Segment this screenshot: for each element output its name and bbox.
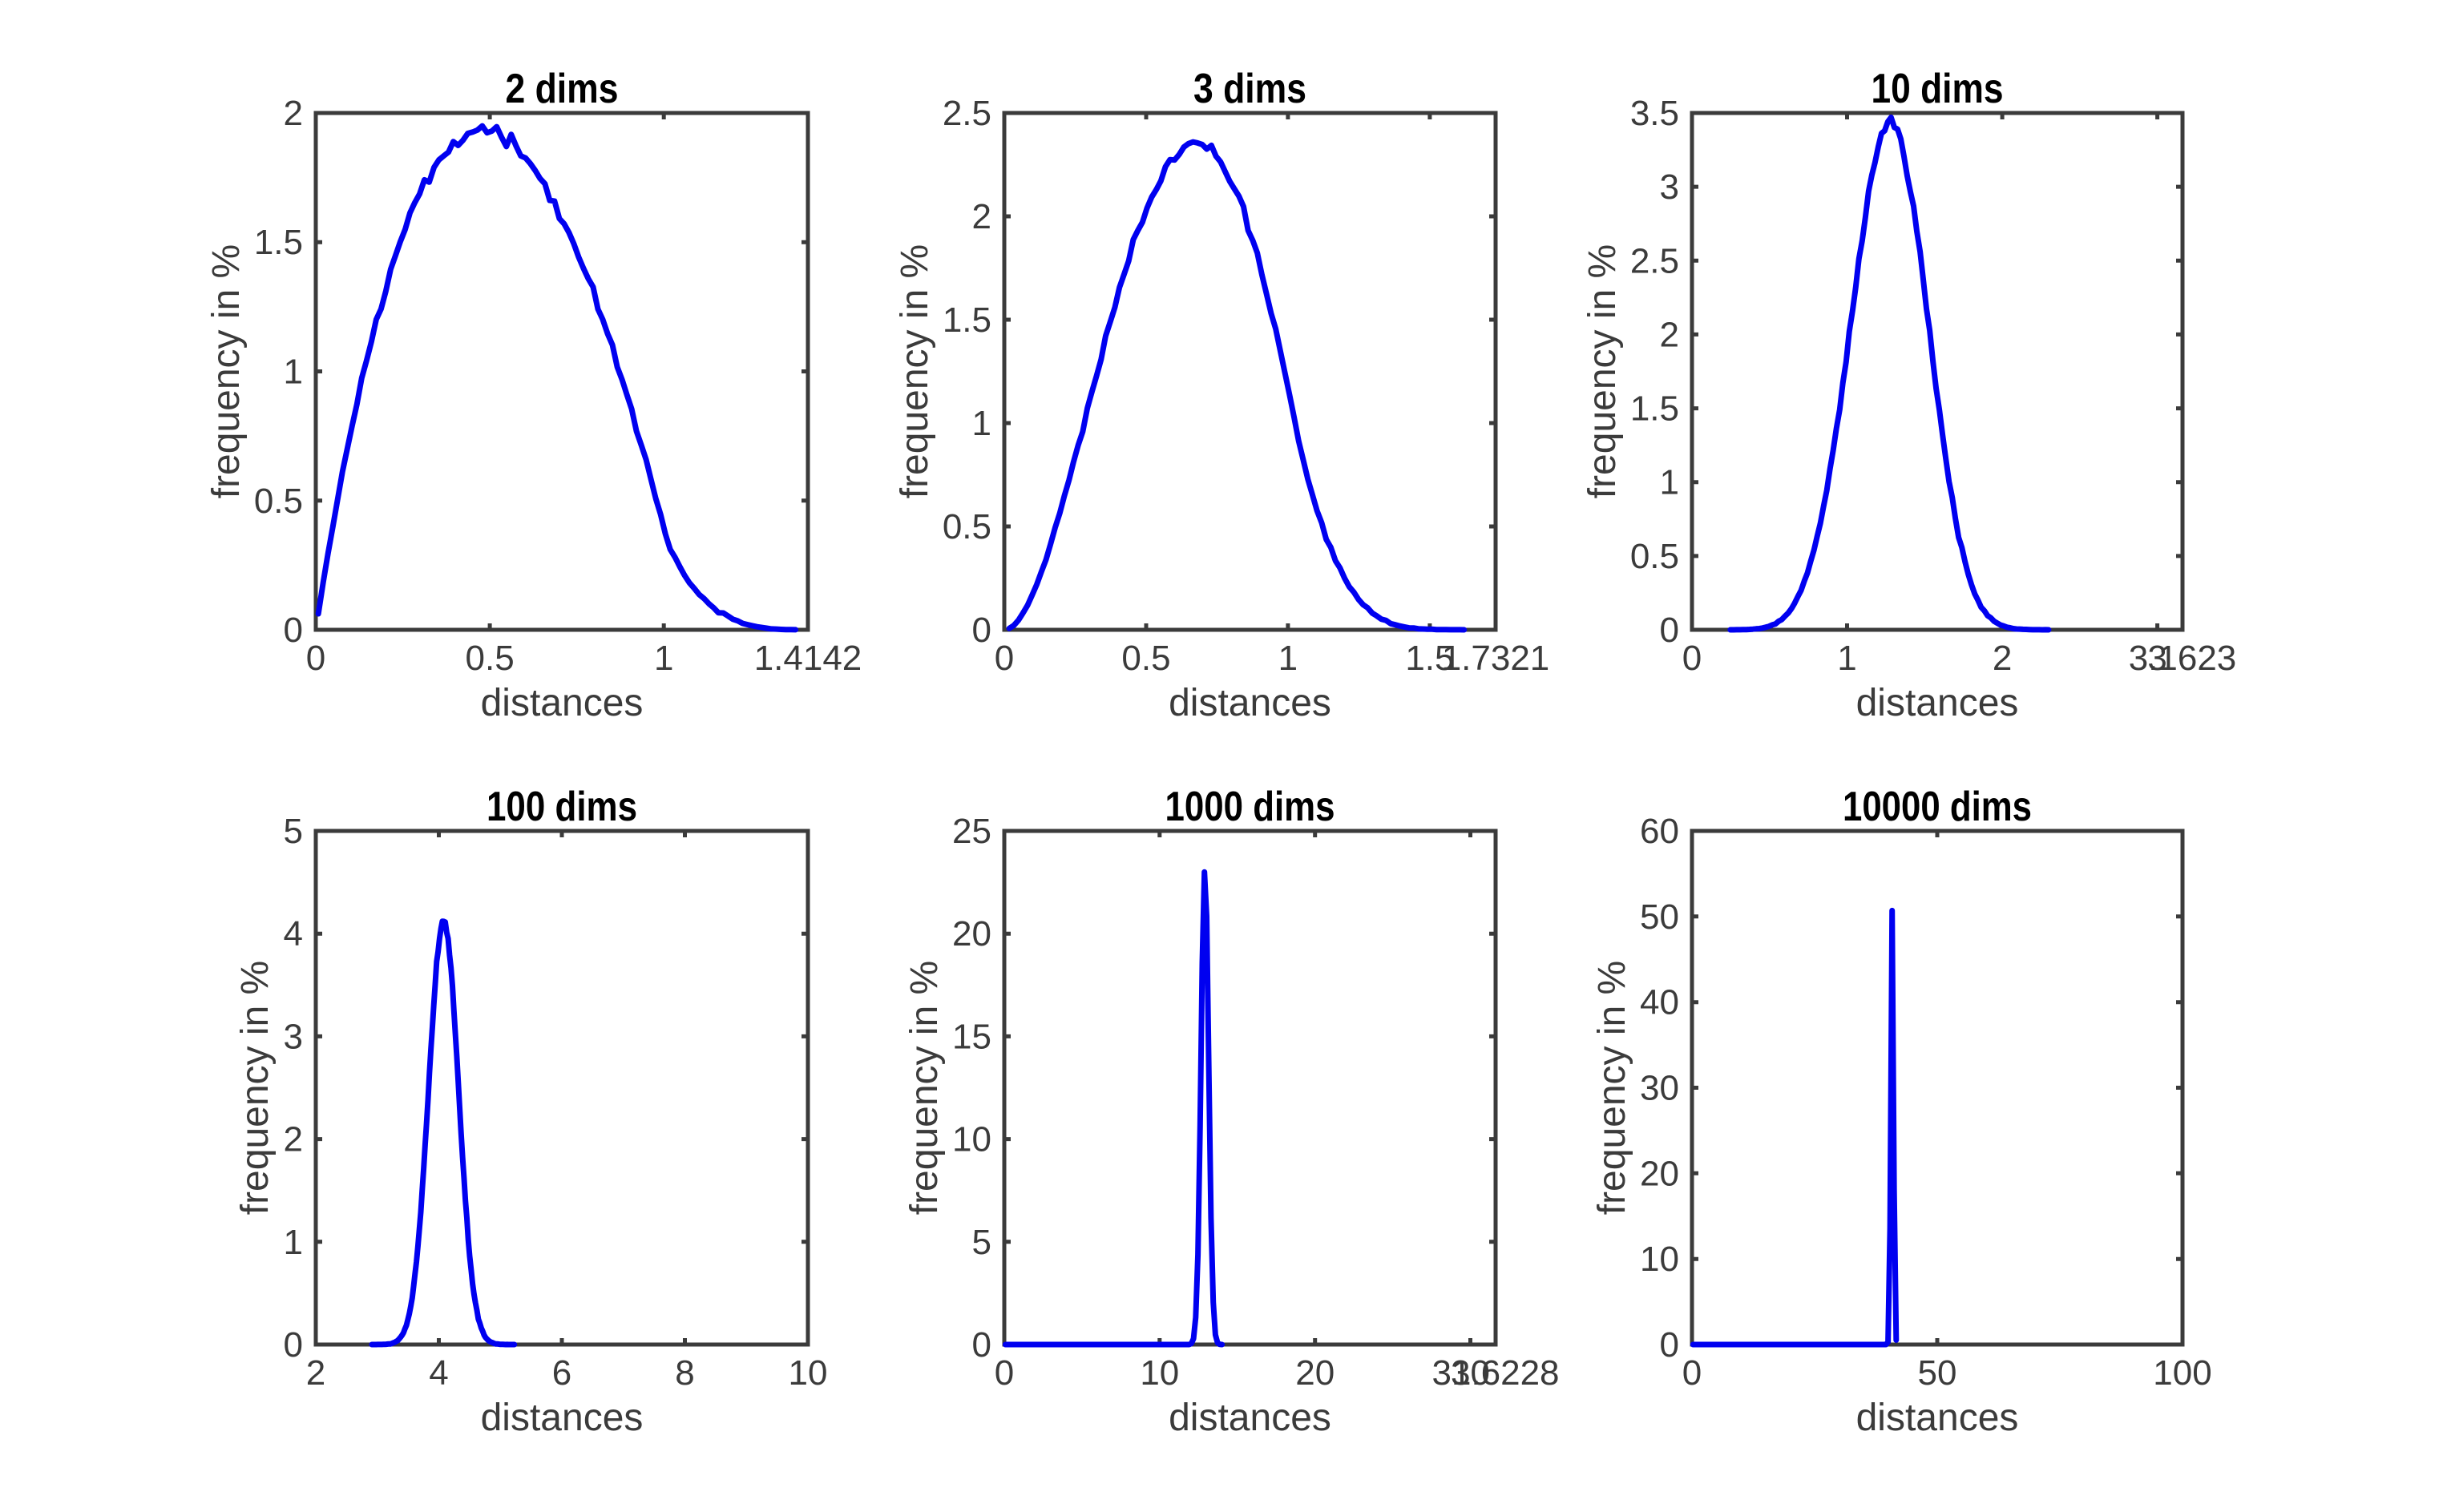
svg-text:25: 25 [952,812,991,851]
svg-text:2: 2 [1993,639,2012,678]
svg-text:0.5: 0.5 [1121,639,1170,678]
svg-text:0: 0 [995,639,1014,678]
svg-text:10 dims: 10 dims [1872,66,2004,112]
svg-text:1: 1 [1660,463,1679,502]
svg-text:10: 10 [1140,1353,1179,1393]
svg-text:20: 20 [1640,1154,1679,1193]
svg-text:3.1623: 3.1623 [2129,639,2237,678]
svg-text:60: 60 [1640,812,1679,851]
svg-text:1.7321: 1.7321 [1442,639,1550,678]
svg-text:20: 20 [952,914,991,954]
svg-text:30: 30 [1451,1353,1490,1393]
svg-text:1: 1 [284,1223,303,1262]
svg-text:1.5: 1.5 [1405,639,1454,678]
svg-text:3: 3 [284,1017,303,1056]
svg-text:5: 5 [284,812,303,851]
svg-text:6: 6 [552,1353,571,1393]
svg-text:2: 2 [306,1353,325,1393]
svg-text:3: 3 [2147,639,2166,678]
svg-text:1: 1 [1837,639,1856,678]
svg-text:frequency in %: frequency in % [234,961,277,1216]
svg-text:0.5: 0.5 [466,639,515,678]
svg-text:1: 1 [972,404,991,443]
svg-text:4: 4 [429,1353,448,1393]
svg-text:4: 4 [284,914,303,954]
svg-text:2: 2 [284,1120,303,1159]
svg-text:10: 10 [952,1120,991,1159]
svg-text:distances: distances [1169,682,1331,724]
svg-text:40: 40 [1640,983,1679,1022]
svg-text:1.5: 1.5 [254,223,303,262]
svg-text:1000 dims: 1000 dims [1165,784,1335,830]
svg-text:31.6228: 31.6228 [1431,1353,1559,1393]
svg-text:2.5: 2.5 [943,94,991,133]
svg-text:3.5: 3.5 [1630,94,1679,133]
svg-text:8: 8 [675,1353,694,1393]
svg-text:2: 2 [284,94,303,133]
svg-text:0: 0 [1682,639,1702,678]
svg-text:frequency in %: frequency in % [1581,244,1624,499]
svg-text:0: 0 [284,611,303,650]
svg-text:100 dims: 100 dims [487,784,637,830]
svg-text:0: 0 [1660,611,1679,650]
svg-text:3: 3 [1660,167,1679,207]
svg-text:frequency in %: frequency in % [903,961,946,1216]
svg-text:5: 5 [972,1223,991,1262]
svg-text:2: 2 [1660,315,1679,354]
svg-text:0: 0 [1660,1325,1679,1365]
svg-text:100: 100 [2153,1353,2211,1393]
svg-text:0: 0 [995,1353,1014,1393]
svg-text:frequency in %: frequency in % [1591,961,1633,1216]
svg-text:distances: distances [481,1397,644,1439]
svg-text:1: 1 [284,353,303,392]
svg-text:10000 dims: 10000 dims [1843,784,2032,830]
svg-text:30: 30 [1640,1069,1679,1108]
svg-text:distances: distances [1169,1397,1331,1439]
svg-text:distances: distances [1856,682,2019,724]
svg-text:3 dims: 3 dims [1193,66,1306,112]
svg-text:0: 0 [306,639,325,678]
svg-text:distances: distances [481,682,644,724]
svg-text:1: 1 [1278,639,1298,678]
svg-text:1.4142: 1.4142 [754,639,862,678]
svg-text:2: 2 [972,197,991,236]
svg-text:1: 1 [654,639,673,678]
svg-text:1.5: 1.5 [1630,389,1679,429]
svg-text:frequency in %: frequency in % [205,244,248,499]
svg-text:2 dims: 2 dims [506,66,619,112]
svg-text:0.5: 0.5 [1630,537,1679,576]
svg-text:50: 50 [1918,1353,1957,1393]
svg-text:0: 0 [1682,1353,1702,1393]
svg-text:1.5: 1.5 [943,300,991,340]
svg-text:10: 10 [1640,1240,1679,1279]
svg-text:0: 0 [284,1325,303,1365]
svg-text:0: 0 [972,611,991,650]
svg-text:0.5: 0.5 [254,482,303,521]
svg-text:0.5: 0.5 [943,507,991,546]
svg-text:frequency in %: frequency in % [894,244,936,499]
svg-text:2.5: 2.5 [1630,241,1679,280]
svg-text:distances: distances [1856,1397,2019,1439]
svg-text:10: 10 [789,1353,828,1393]
svg-text:20: 20 [1295,1353,1335,1393]
svg-text:50: 50 [1640,897,1679,937]
svg-text:15: 15 [952,1017,991,1056]
svg-text:0: 0 [972,1325,991,1365]
